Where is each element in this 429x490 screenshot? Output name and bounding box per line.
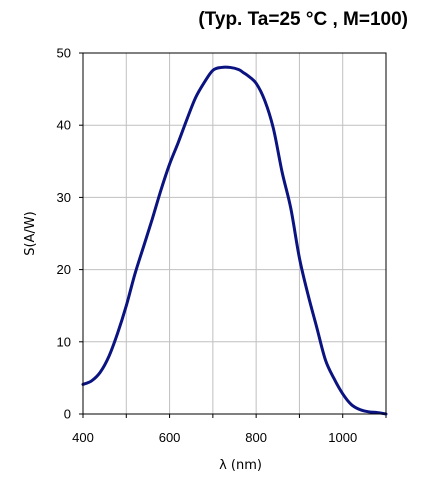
x-tick-label: 400 [72,430,94,445]
y-tick-label: 0 [64,407,71,422]
x-tick-label: 600 [159,430,181,445]
y-tick-label: 10 [57,334,71,349]
y-tick-label: 40 [57,118,71,133]
x-axis-label: λ (nm) [219,458,262,473]
y-tick-label: 20 [57,262,71,277]
x-tick-label: 800 [245,430,267,445]
x-tick-label: 1000 [328,430,357,445]
y-axis-label: S(A/W) [23,211,38,256]
grid [83,53,386,414]
axis-ticks [79,52,387,418]
series-line [81,65,388,416]
tick-labels: 0 10 20 30 40 50 400 600 800 1000 [57,46,358,446]
plot-area [82,52,387,415]
measurement-conditions: (Typ. Ta=25 °C , M=100) [198,9,408,30]
y-tick-label: 50 [57,46,71,61]
plot-frame [82,52,387,415]
y-tick-label: 30 [57,190,71,205]
